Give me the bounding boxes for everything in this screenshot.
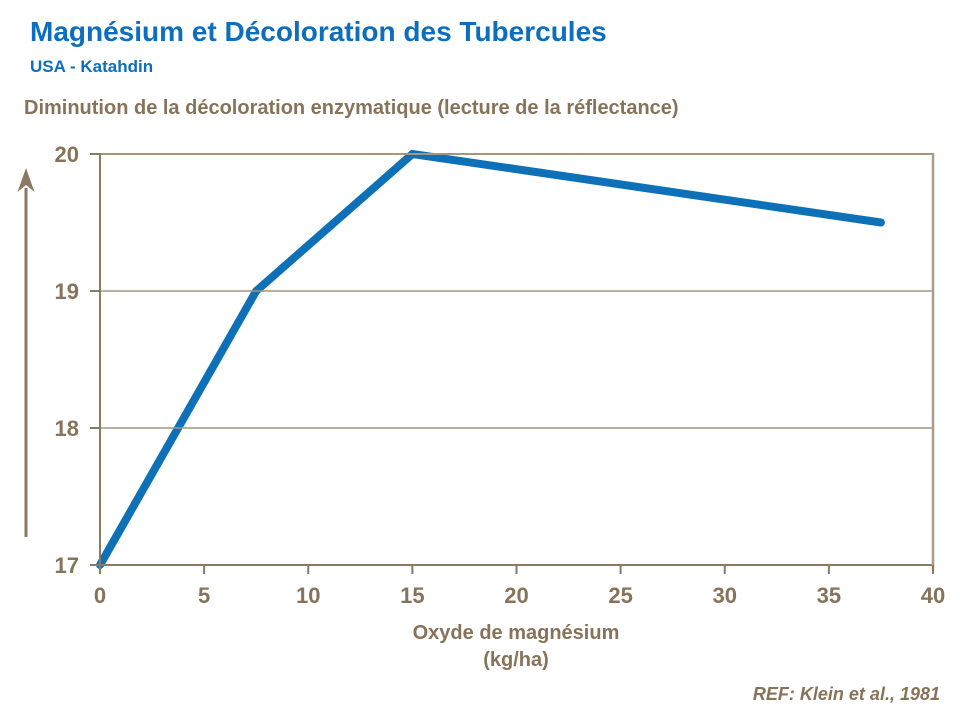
y-tick-label: 20 [55,142,79,167]
y-tick-label: 17 [55,553,79,578]
page-subtitle: USA - Katahdin [30,57,154,76]
x-axis-title-line1: Oxyde de magnésium [412,622,620,644]
reference-text: REF: Klein et al., 1981 [752,684,940,704]
x-tick-label: 30 [713,583,737,608]
x-axis-title-line2: (kg/ha) [483,649,549,671]
x-tick-label: 35 [817,583,841,608]
chart-heading: Diminution de la décoloration enzymatiqu… [24,97,679,119]
x-tick-label: 0 [94,583,106,608]
x-axis-title: Oxyde de magnésium (kg/ha) [316,620,716,674]
x-tick-label: 10 [296,583,320,608]
x-tick-label: 40 [921,583,945,608]
x-tick-label: 5 [198,583,210,608]
page-title: Magnésium et Décoloration des Tubercules [30,16,607,47]
y-tick-label: 18 [55,416,79,441]
x-tick-label: 20 [504,583,528,608]
x-tick-label: 15 [400,583,424,608]
data-line [96,149,885,569]
y-tick-label: 19 [55,279,79,304]
x-tick-label: 25 [608,583,632,608]
y-axis-arrow-head-icon [17,168,35,192]
